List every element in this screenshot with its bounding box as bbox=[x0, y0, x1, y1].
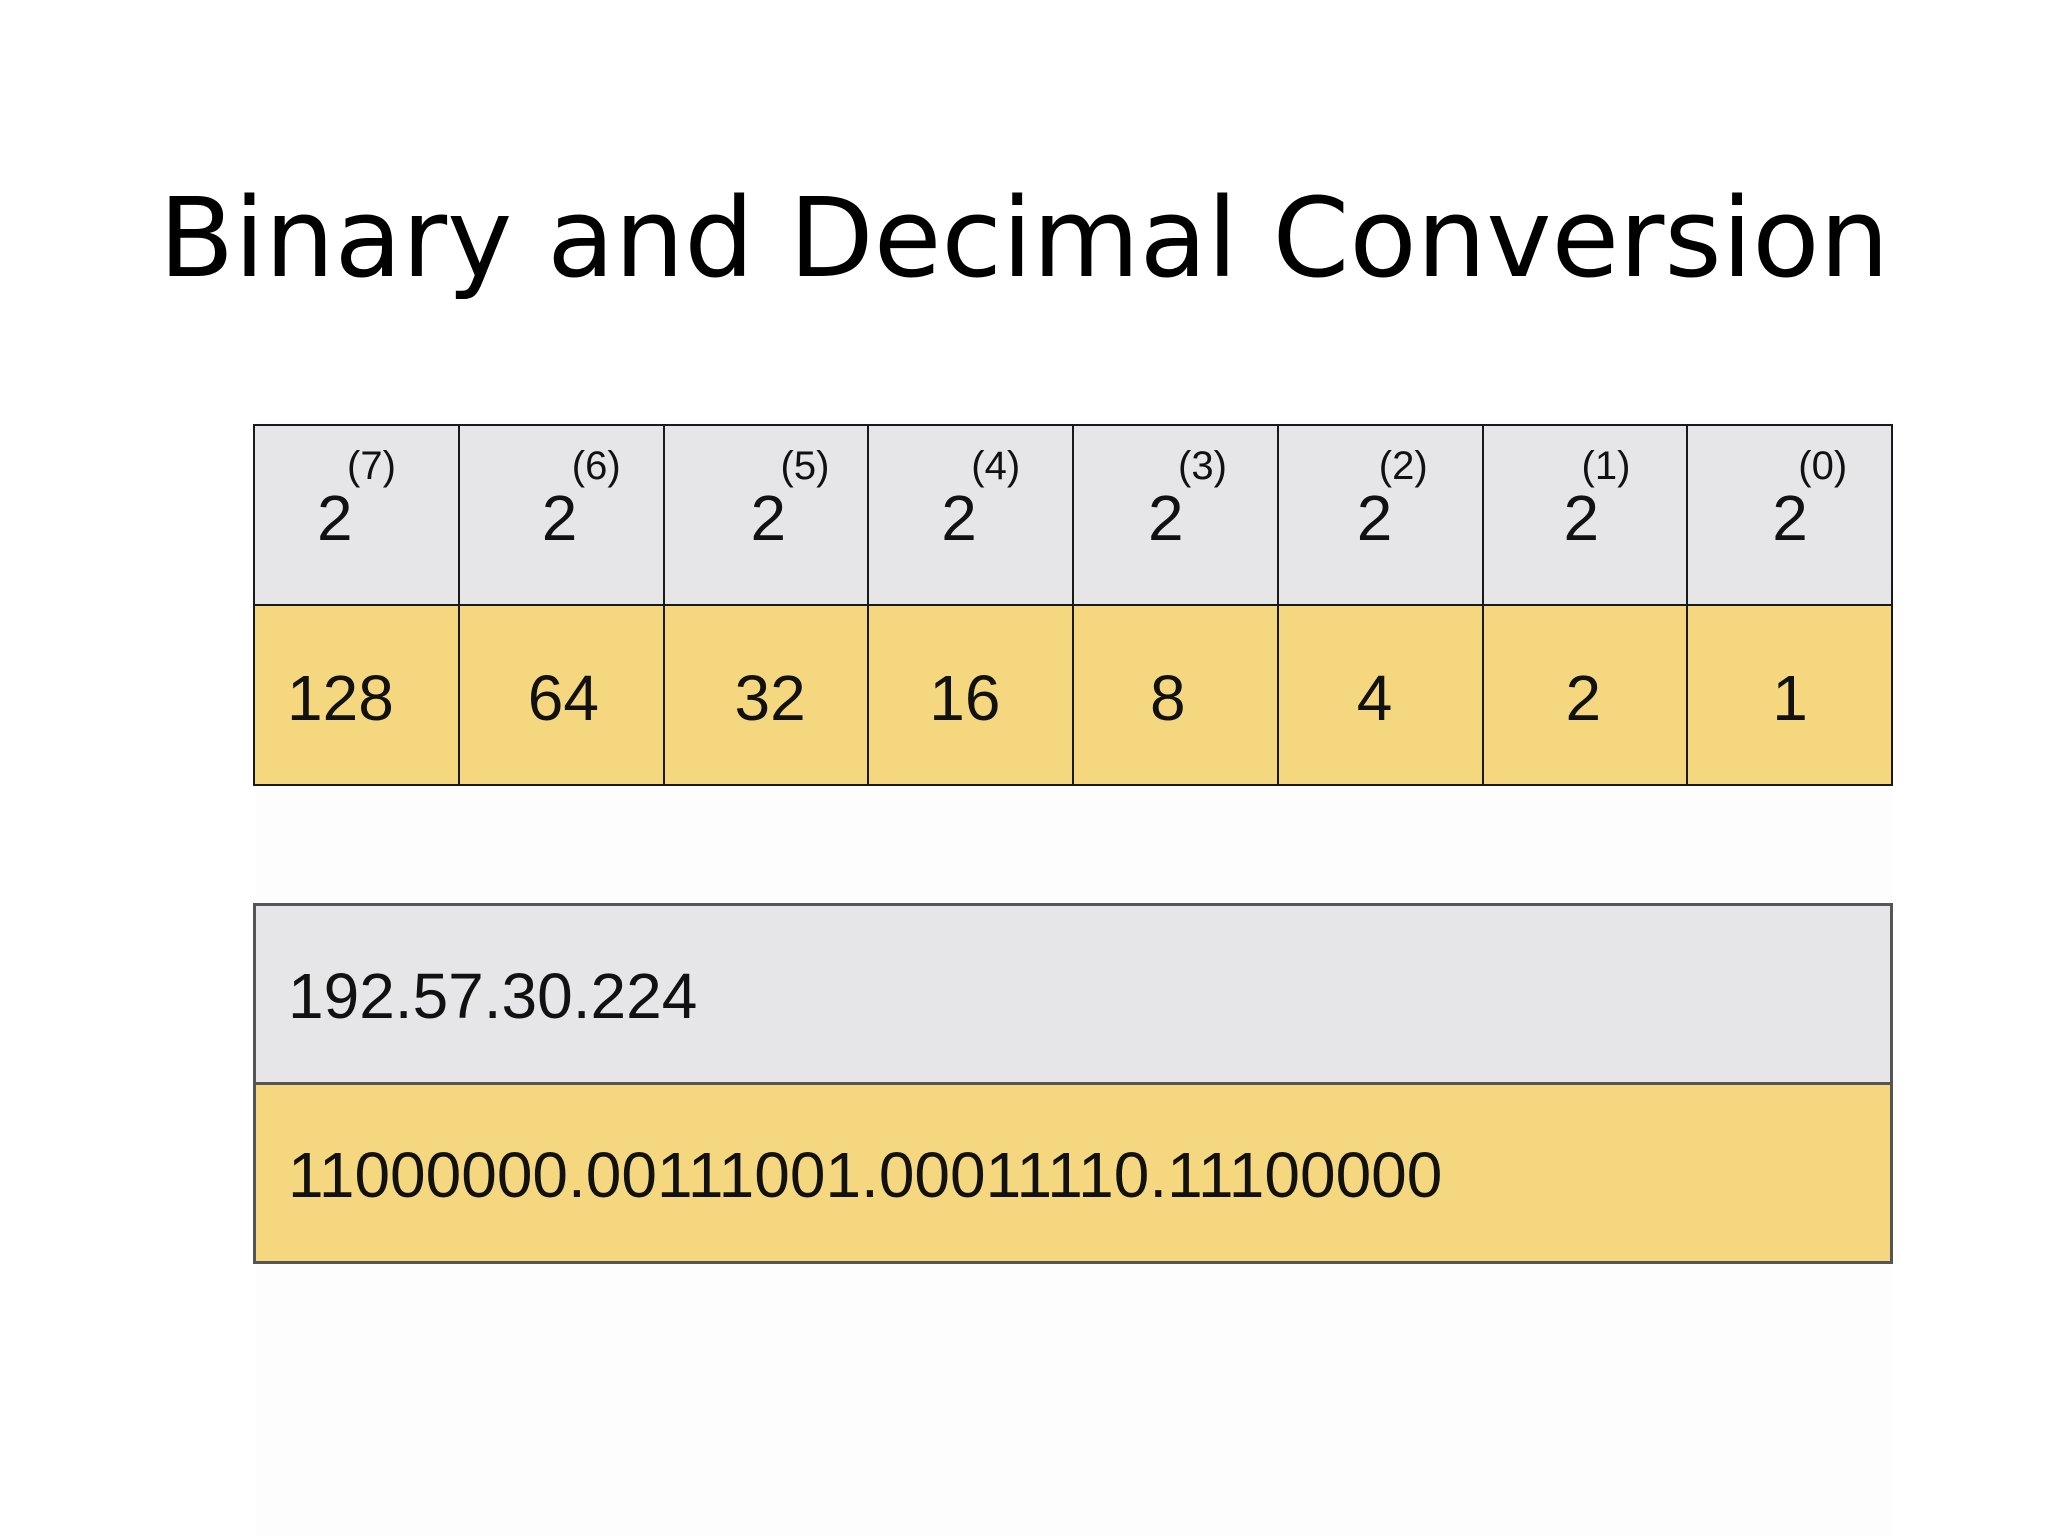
value-cell-2: 2 bbox=[1481, 604, 1689, 786]
power-cell-3: 2 (3) bbox=[1072, 424, 1279, 606]
decimal-address: 192.57.30.224 bbox=[288, 960, 698, 1032]
decimal-address-row: 192.57.30.224 bbox=[256, 906, 1890, 1085]
value-cell-1: 1 bbox=[1686, 604, 1893, 786]
value-cell-128: 128 bbox=[253, 604, 460, 786]
place-value: 32 bbox=[734, 662, 806, 734]
power-exponent: (1) bbox=[1581, 444, 1631, 488]
power-base: 2 bbox=[1563, 482, 1600, 554]
power-base: 2 bbox=[1148, 482, 1184, 554]
slide-title: Binary and Decimal Conversion bbox=[158, 174, 1890, 302]
power-base: 2 bbox=[317, 482, 353, 554]
place-value: 16 bbox=[929, 662, 1001, 734]
powers-of-two-table: 2 (7) 2 (6) 2 (5) 2 (4) 2 (3) 2 (2) 2 (1… bbox=[253, 424, 1893, 786]
place-value: 8 bbox=[1150, 662, 1186, 734]
power-base: 2 bbox=[941, 482, 977, 554]
power-exponent: (0) bbox=[1798, 444, 1848, 488]
value-cell-32: 32 bbox=[662, 604, 870, 786]
value-cell-8: 8 bbox=[1072, 604, 1279, 786]
power-row: 2 (7) 2 (6) 2 (5) 2 (4) 2 (3) 2 (2) 2 (1… bbox=[253, 424, 1893, 606]
conversion-example: 192.57.30.224 11000000.00111001.00011110… bbox=[253, 903, 1893, 1264]
power-base: 2 bbox=[1772, 482, 1808, 554]
binary-address: 11000000.00111001.00011110.11100000 bbox=[288, 1139, 1443, 1211]
power-exponent: (5) bbox=[780, 444, 830, 488]
power-exponent: (6) bbox=[571, 444, 621, 488]
power-base: 2 bbox=[541, 482, 578, 554]
power-cell-6: 2 (6) bbox=[457, 424, 665, 606]
power-exponent: (4) bbox=[971, 444, 1021, 488]
value-row: 128 64 32 16 8 4 2 1 bbox=[253, 604, 1893, 786]
power-base: 2 bbox=[750, 482, 787, 554]
place-value: 4 bbox=[1356, 662, 1393, 734]
place-value: 128 bbox=[287, 662, 394, 734]
value-cell-16: 16 bbox=[867, 604, 1074, 786]
power-exponent: (7) bbox=[347, 444, 396, 488]
place-value: 2 bbox=[1565, 662, 1602, 734]
power-cell-7: 2 (7) bbox=[253, 424, 460, 606]
power-cell-5: 2 (5) bbox=[662, 424, 870, 606]
power-cell-4: 2 (4) bbox=[867, 424, 1074, 606]
power-exponent: (3) bbox=[1178, 444, 1227, 488]
place-value: 1 bbox=[1772, 662, 1808, 734]
place-value: 64 bbox=[527, 662, 599, 734]
value-cell-4: 4 bbox=[1276, 604, 1484, 786]
binary-address-row: 11000000.00111001.00011110.11100000 bbox=[256, 1085, 1890, 1261]
power-cell-1: 2 (1) bbox=[1481, 424, 1689, 606]
power-exponent: (2) bbox=[1378, 444, 1428, 488]
value-cell-64: 64 bbox=[457, 604, 665, 786]
power-cell-0: 2 (0) bbox=[1686, 424, 1893, 606]
power-base: 2 bbox=[1356, 482, 1393, 554]
power-cell-2: 2 (2) bbox=[1276, 424, 1484, 606]
